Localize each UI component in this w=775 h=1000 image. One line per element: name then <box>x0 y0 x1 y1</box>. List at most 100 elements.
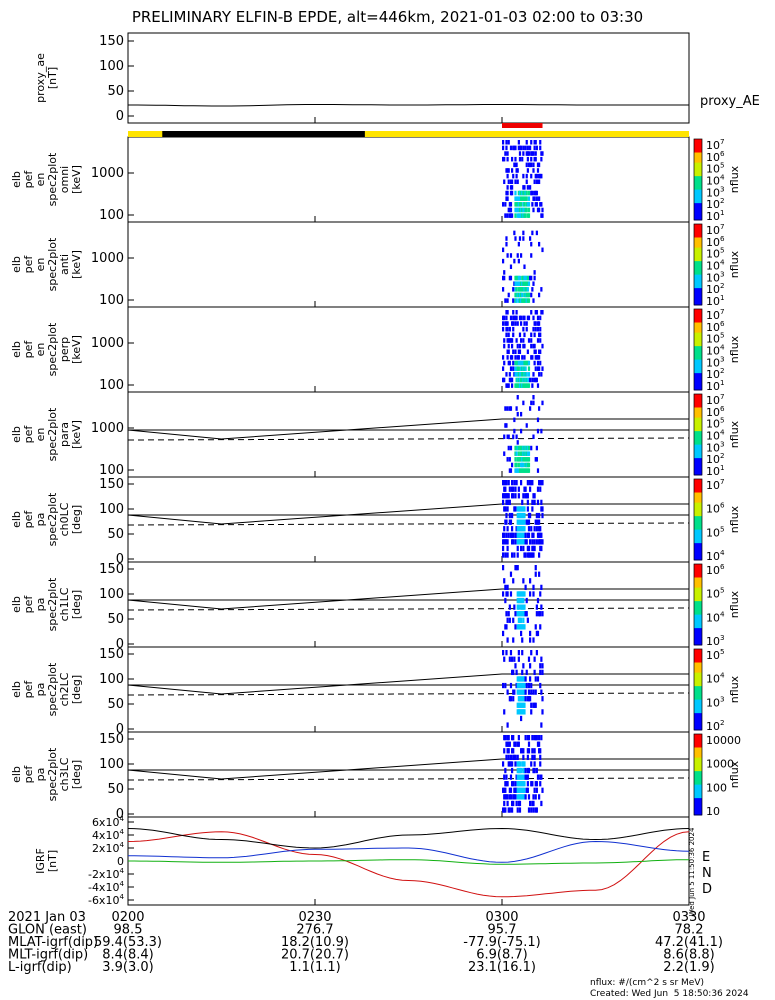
colorbar-seg <box>694 417 702 422</box>
spec-pixel <box>509 179 513 185</box>
ytick-ch3LC-0: 150 <box>99 732 124 747</box>
spec-pixel <box>532 343 535 349</box>
colorbar-seg <box>694 149 702 153</box>
spec-pixel <box>539 754 542 761</box>
spec-pixel <box>531 480 534 486</box>
spec-pixel <box>508 741 511 747</box>
ylabel-perp-1: pef <box>22 340 35 359</box>
spec-pixel <box>508 360 511 366</box>
spec-pixel <box>502 275 505 281</box>
spec-pixel <box>521 275 524 281</box>
ylabel-ch2LC-5: [deg] <box>70 675 83 704</box>
ytick-igrf-4: -2x104 <box>88 866 124 881</box>
spec-pixel <box>527 545 531 552</box>
spec-pixel <box>540 202 543 207</box>
spec-pixel <box>536 774 540 780</box>
spec-pixel <box>503 709 506 715</box>
colorbar-seg <box>694 482 702 487</box>
spec-pixel <box>535 230 538 236</box>
spec-pixel <box>530 702 533 708</box>
spec-pixel <box>514 355 517 360</box>
spec-pixel <box>523 264 526 270</box>
spec-pixel <box>513 604 516 610</box>
spec-pixel <box>522 236 525 241</box>
spec-pixel <box>520 591 523 597</box>
spec-pixel <box>515 468 518 473</box>
spec-pixel <box>504 539 507 545</box>
spec-pixel <box>525 140 528 145</box>
spec-pixel <box>520 338 523 343</box>
spec-pixel <box>511 532 514 538</box>
colorbar-seg <box>694 624 702 629</box>
colorbar-seg <box>694 499 702 504</box>
spec-pixel <box>526 532 529 538</box>
spec-pixel <box>508 787 511 793</box>
colorbar-seg <box>694 244 702 249</box>
colorbar-seg <box>694 325 702 330</box>
spec-pixel <box>532 591 535 597</box>
spec-pixel <box>527 519 531 525</box>
spec-pixel <box>504 321 507 326</box>
spec-pixel <box>523 281 526 286</box>
spec-pixel <box>533 787 536 793</box>
igrf-line-E <box>128 859 689 865</box>
spec-pixel <box>527 207 531 213</box>
spec-pixel <box>516 440 519 445</box>
ytick-ch1LC-2: 50 <box>107 612 124 627</box>
spec-pixel <box>502 321 505 326</box>
spec-pixel <box>529 275 532 281</box>
spec-pixel <box>506 406 509 411</box>
spec-pixel <box>504 597 507 604</box>
colorbar-seg <box>694 291 702 296</box>
spec-pixel <box>502 377 505 383</box>
spec-pixel <box>534 565 537 571</box>
spec-pixel <box>502 807 505 813</box>
spec-pixel <box>514 539 517 545</box>
spec-pixel <box>516 689 519 695</box>
spec-pixel <box>504 298 507 303</box>
colorbar-seg <box>694 322 702 327</box>
spec-pixel <box>522 326 525 332</box>
colorbar-seg <box>694 676 702 680</box>
spec-pixel <box>507 748 510 754</box>
colorbar-seg <box>694 591 702 595</box>
colorbar-seg <box>694 744 702 748</box>
spec-pixel <box>511 355 514 360</box>
spec-pixel <box>507 383 510 388</box>
spec-pixel <box>518 709 522 715</box>
spec-pixel <box>514 468 517 473</box>
spec-pixel <box>521 689 524 695</box>
cbar-tick-ch2LC-3: 102 <box>706 718 725 733</box>
colorbar-seg <box>694 649 702 653</box>
colorbar-seg <box>694 394 702 398</box>
spec-pixel <box>522 754 525 761</box>
spec-pixel <box>503 787 506 793</box>
spec-pixel <box>525 669 528 676</box>
spec-pixel <box>536 326 540 332</box>
colorbar-seg <box>694 363 702 367</box>
spec-pixel <box>520 506 523 512</box>
spec-pixel <box>507 434 510 440</box>
colorbar-seg <box>694 597 702 602</box>
spec-pixel <box>526 468 529 473</box>
spec-pixel <box>541 669 544 676</box>
spec-pixel <box>539 338 542 343</box>
spec-pixel <box>527 377 531 383</box>
spec-pixel <box>540 151 543 156</box>
spec-pixel <box>525 196 528 201</box>
spec-pixel <box>524 486 527 492</box>
spec-pixel <box>516 754 519 761</box>
spec-pixel <box>526 552 529 558</box>
ytick-perp-1: 100 <box>99 378 124 393</box>
ytick-ch0LC-0: 150 <box>99 477 124 492</box>
colorbar-frame-ch0LC <box>693 478 703 561</box>
spec-pixel <box>538 611 541 617</box>
cbar-tick-omni-6: 101 <box>706 208 725 223</box>
spec-pixel <box>536 179 540 185</box>
spec-pixel <box>517 292 520 298</box>
spec-pixel <box>505 480 508 486</box>
spec-pixel <box>515 298 518 303</box>
spec-pixel <box>524 794 527 800</box>
spec-pixel <box>534 781 537 787</box>
spec-pixel <box>516 787 519 793</box>
